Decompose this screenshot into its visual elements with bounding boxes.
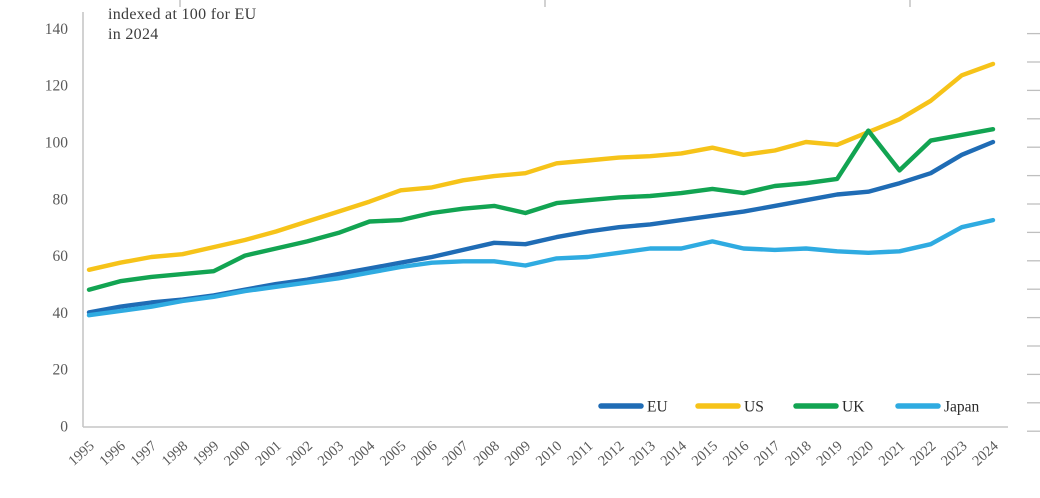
x-tick-label: 1997: [128, 438, 160, 469]
x-tick-label: 2024: [969, 438, 1002, 470]
x-tick-label: 2000: [221, 438, 253, 469]
x-tick-label: 2019: [814, 438, 846, 469]
x-tick-label: 2005: [377, 438, 409, 469]
x-tick-label: 2016: [720, 438, 752, 469]
x-tick-label: 2021: [876, 438, 908, 469]
legend-label-us: US: [744, 399, 764, 416]
x-tick-label: 2003: [315, 438, 347, 469]
x-tick-label: 1995: [65, 438, 97, 469]
y-tick-label: 100: [45, 135, 69, 152]
y-tick-label: 140: [45, 21, 69, 38]
x-tick-label: 2022: [907, 438, 939, 469]
x-tick-label: 2007: [439, 438, 471, 469]
x-tick-label: 1999: [190, 438, 222, 469]
legend-label-japan: Japan: [944, 399, 980, 416]
legend-item-uk: UK: [793, 399, 865, 416]
x-tick-label: 2015: [689, 438, 721, 469]
series-line-uk: [86, 126, 996, 292]
legend-label-eu: EU: [647, 399, 668, 416]
y-tick-label: 40: [53, 305, 69, 322]
legend-label-uk: UK: [842, 399, 865, 416]
y-tick-label: 20: [53, 362, 69, 379]
x-tick-label: 2009: [502, 438, 534, 469]
subtitle-line-1: indexed at 100 for EU: [108, 6, 257, 23]
x-tick-label: 2018: [782, 438, 814, 469]
x-tick-label: 2001: [252, 438, 284, 469]
y-tick-label: 0: [60, 419, 68, 436]
chart-subtitle: indexed at 100 for EU in 2024: [108, 5, 256, 45]
x-tick-label: 2002: [284, 438, 316, 469]
subtitle-line-2: in 2024: [108, 26, 159, 43]
legend-item-eu: EU: [598, 399, 668, 416]
x-tick-label: 2013: [627, 438, 659, 469]
series-line-us: [86, 61, 996, 272]
x-tick-label: 2010: [533, 438, 565, 469]
x-tick-label: 1996: [97, 438, 129, 469]
y-tick-label: 60: [53, 248, 69, 265]
y-tick-label: 120: [45, 78, 69, 95]
series-line-japan: [86, 217, 996, 318]
x-tick-label: 1998: [159, 438, 191, 469]
x-tick-label: 2012: [595, 438, 627, 469]
x-tick-label: 2008: [471, 438, 503, 469]
x-tick-label: 2014: [658, 438, 691, 470]
y-tick-label: 80: [53, 191, 69, 208]
x-tick-label: 2023: [938, 438, 970, 469]
x-tick-label: 2004: [346, 438, 379, 470]
legend-item-japan: Japan: [895, 399, 980, 416]
legend-item-us: US: [695, 399, 764, 416]
x-tick-label: 2006: [408, 438, 440, 469]
x-tick-label: 2017: [751, 438, 783, 469]
x-tick-label: 2011: [565, 438, 597, 469]
x-tick-label: 2020: [845, 438, 877, 469]
